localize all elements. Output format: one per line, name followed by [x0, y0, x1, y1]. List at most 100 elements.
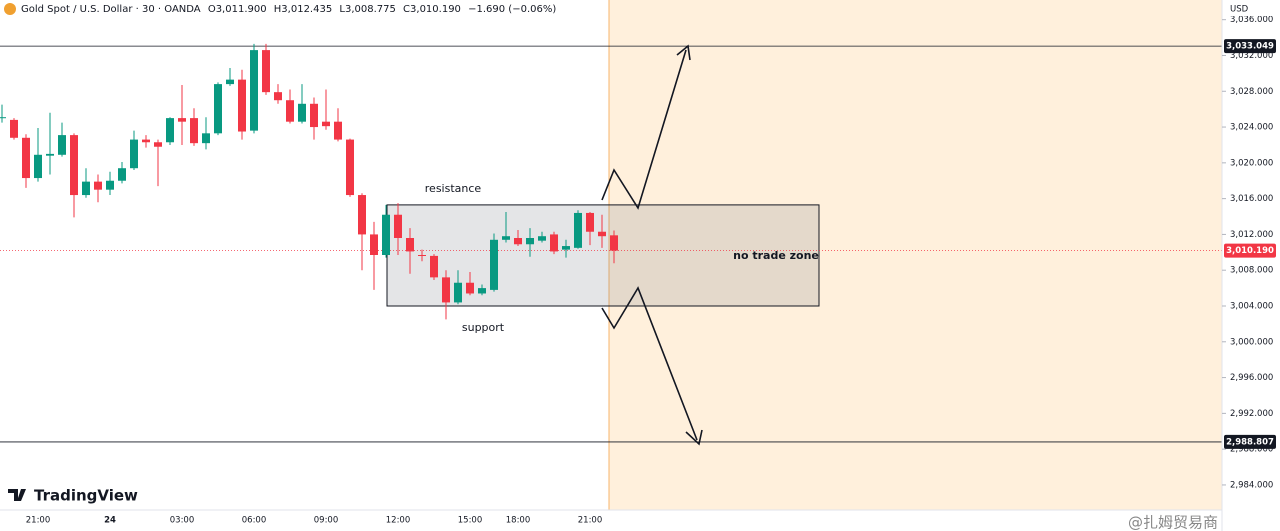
candle-body	[10, 119, 18, 138]
y-tick-label: 3,012.000	[1230, 230, 1273, 240]
ohlc-high: H3,012.435	[274, 4, 332, 15]
candle-body	[238, 79, 246, 132]
unit-bg	[1224, 2, 1278, 16]
candle-body	[154, 142, 162, 147]
candle-body	[70, 135, 78, 196]
candle-body	[562, 246, 570, 250]
x-tick-label: 21:00	[26, 516, 51, 526]
candle-body	[514, 238, 522, 245]
level-tag	[1224, 434, 1276, 449]
y-tick-label: 3,008.000	[1230, 266, 1273, 276]
candle-body	[490, 239, 498, 290]
x-tick-label: 12:00	[386, 516, 411, 526]
candle-body	[550, 234, 558, 252]
candle-body	[298, 103, 306, 122]
header: Gold Spot / U.S. Dollar · 30 · OANDA O3,…	[21, 4, 556, 15]
symbol-icon	[4, 3, 16, 15]
candle-body	[334, 121, 342, 140]
candle-body	[322, 121, 330, 127]
candle-body	[46, 153, 54, 156]
x-tick-label: 18:00	[506, 516, 531, 526]
candle-body	[34, 154, 42, 179]
candle-body	[406, 238, 414, 252]
symbol-title: Gold Spot / U.S. Dollar · 30 · OANDA	[21, 4, 201, 15]
candle-body	[382, 214, 390, 255]
down-arrow-head	[685, 429, 703, 446]
y-tick-label: 3,004.000	[1230, 302, 1273, 312]
level-label: 3,033.049	[1226, 42, 1274, 52]
candle-body	[166, 118, 174, 143]
last-price-label: 3,010.190	[1226, 246, 1274, 256]
x-tick-label: 24	[104, 516, 116, 526]
x-tick-label: 03:00	[170, 516, 195, 526]
watermark: @扎姆贸易商	[1128, 514, 1218, 531]
logo-icon	[8, 489, 26, 501]
y-tick-label: 3,036.000	[1230, 15, 1273, 25]
y-tick-label: 3,016.000	[1230, 194, 1273, 204]
y-tick-label: 2,996.000	[1230, 373, 1273, 383]
candle-body	[586, 212, 594, 232]
ohlc-low: L3,008.775	[339, 4, 395, 15]
last-price-tag	[1224, 243, 1276, 258]
candle-body	[502, 236, 510, 240]
up-arrow	[601, 49, 687, 210]
candle-body	[538, 236, 546, 241]
y-tick-label: 2,992.000	[1230, 409, 1273, 419]
candle-body	[286, 100, 294, 122]
logo-text: TradingView	[34, 487, 138, 505]
level-label: 2,988.807	[1226, 437, 1274, 447]
ohlc-change: −1.690 (−0.06%)	[468, 4, 556, 15]
candle-body	[22, 137, 30, 179]
x-tick-label: 15:00	[458, 516, 483, 526]
candle-body	[262, 50, 270, 93]
x-tick-label: 06:00	[242, 516, 267, 526]
y-tick-label: 3,024.000	[1230, 123, 1273, 133]
candle-body	[274, 92, 282, 101]
candle-body	[202, 133, 210, 144]
y-tick-label: 3,028.000	[1230, 87, 1273, 97]
candle-body	[346, 139, 354, 196]
y-unit: USD	[1230, 5, 1249, 15]
candle-body	[190, 118, 198, 144]
candle-body	[574, 212, 582, 248]
y-tick-label: 2,984.000	[1230, 480, 1273, 490]
candle-body	[358, 195, 366, 235]
candle-body	[142, 139, 150, 143]
x-tick-label: 21:00	[578, 516, 603, 526]
candle-body	[598, 231, 606, 237]
x-tick-label: 09:00	[314, 516, 339, 526]
candle-body	[250, 50, 258, 131]
candle-body	[58, 135, 66, 155]
candle-body	[526, 238, 534, 245]
candle-body	[0, 117, 6, 119]
ohlc-open: O3,011.900	[208, 4, 267, 15]
candle-body	[94, 181, 102, 190]
future-shade	[609, 0, 1222, 510]
candle-body	[226, 79, 234, 85]
candle-body	[82, 181, 90, 196]
up-arrow-head	[676, 44, 691, 61]
zone-label: no trade zone	[733, 249, 819, 262]
down-arrow	[601, 286, 698, 441]
candle-body	[130, 139, 138, 169]
candle-body	[118, 168, 126, 181]
candle-body	[106, 180, 114, 190]
y-tick-label: 3,032.000	[1230, 51, 1273, 61]
candle-body	[466, 282, 474, 294]
candle-body	[214, 84, 222, 134]
candle-body	[394, 214, 402, 238]
candle-body	[478, 288, 486, 294]
support-label: support	[462, 321, 505, 334]
candle-body	[370, 234, 378, 255]
candle-body	[178, 118, 186, 122]
candle-body	[418, 255, 426, 256]
y-tick-label: 3,000.000	[1230, 337, 1273, 347]
level-tag	[1224, 39, 1276, 54]
candle-body	[430, 255, 438, 278]
resistance-label: resistance	[425, 182, 482, 195]
candle-body	[442, 277, 450, 303]
y-tick-label: 3,020.000	[1230, 158, 1273, 168]
candle-body	[610, 235, 618, 251]
ohlc-close: C3,010.190	[403, 4, 461, 15]
